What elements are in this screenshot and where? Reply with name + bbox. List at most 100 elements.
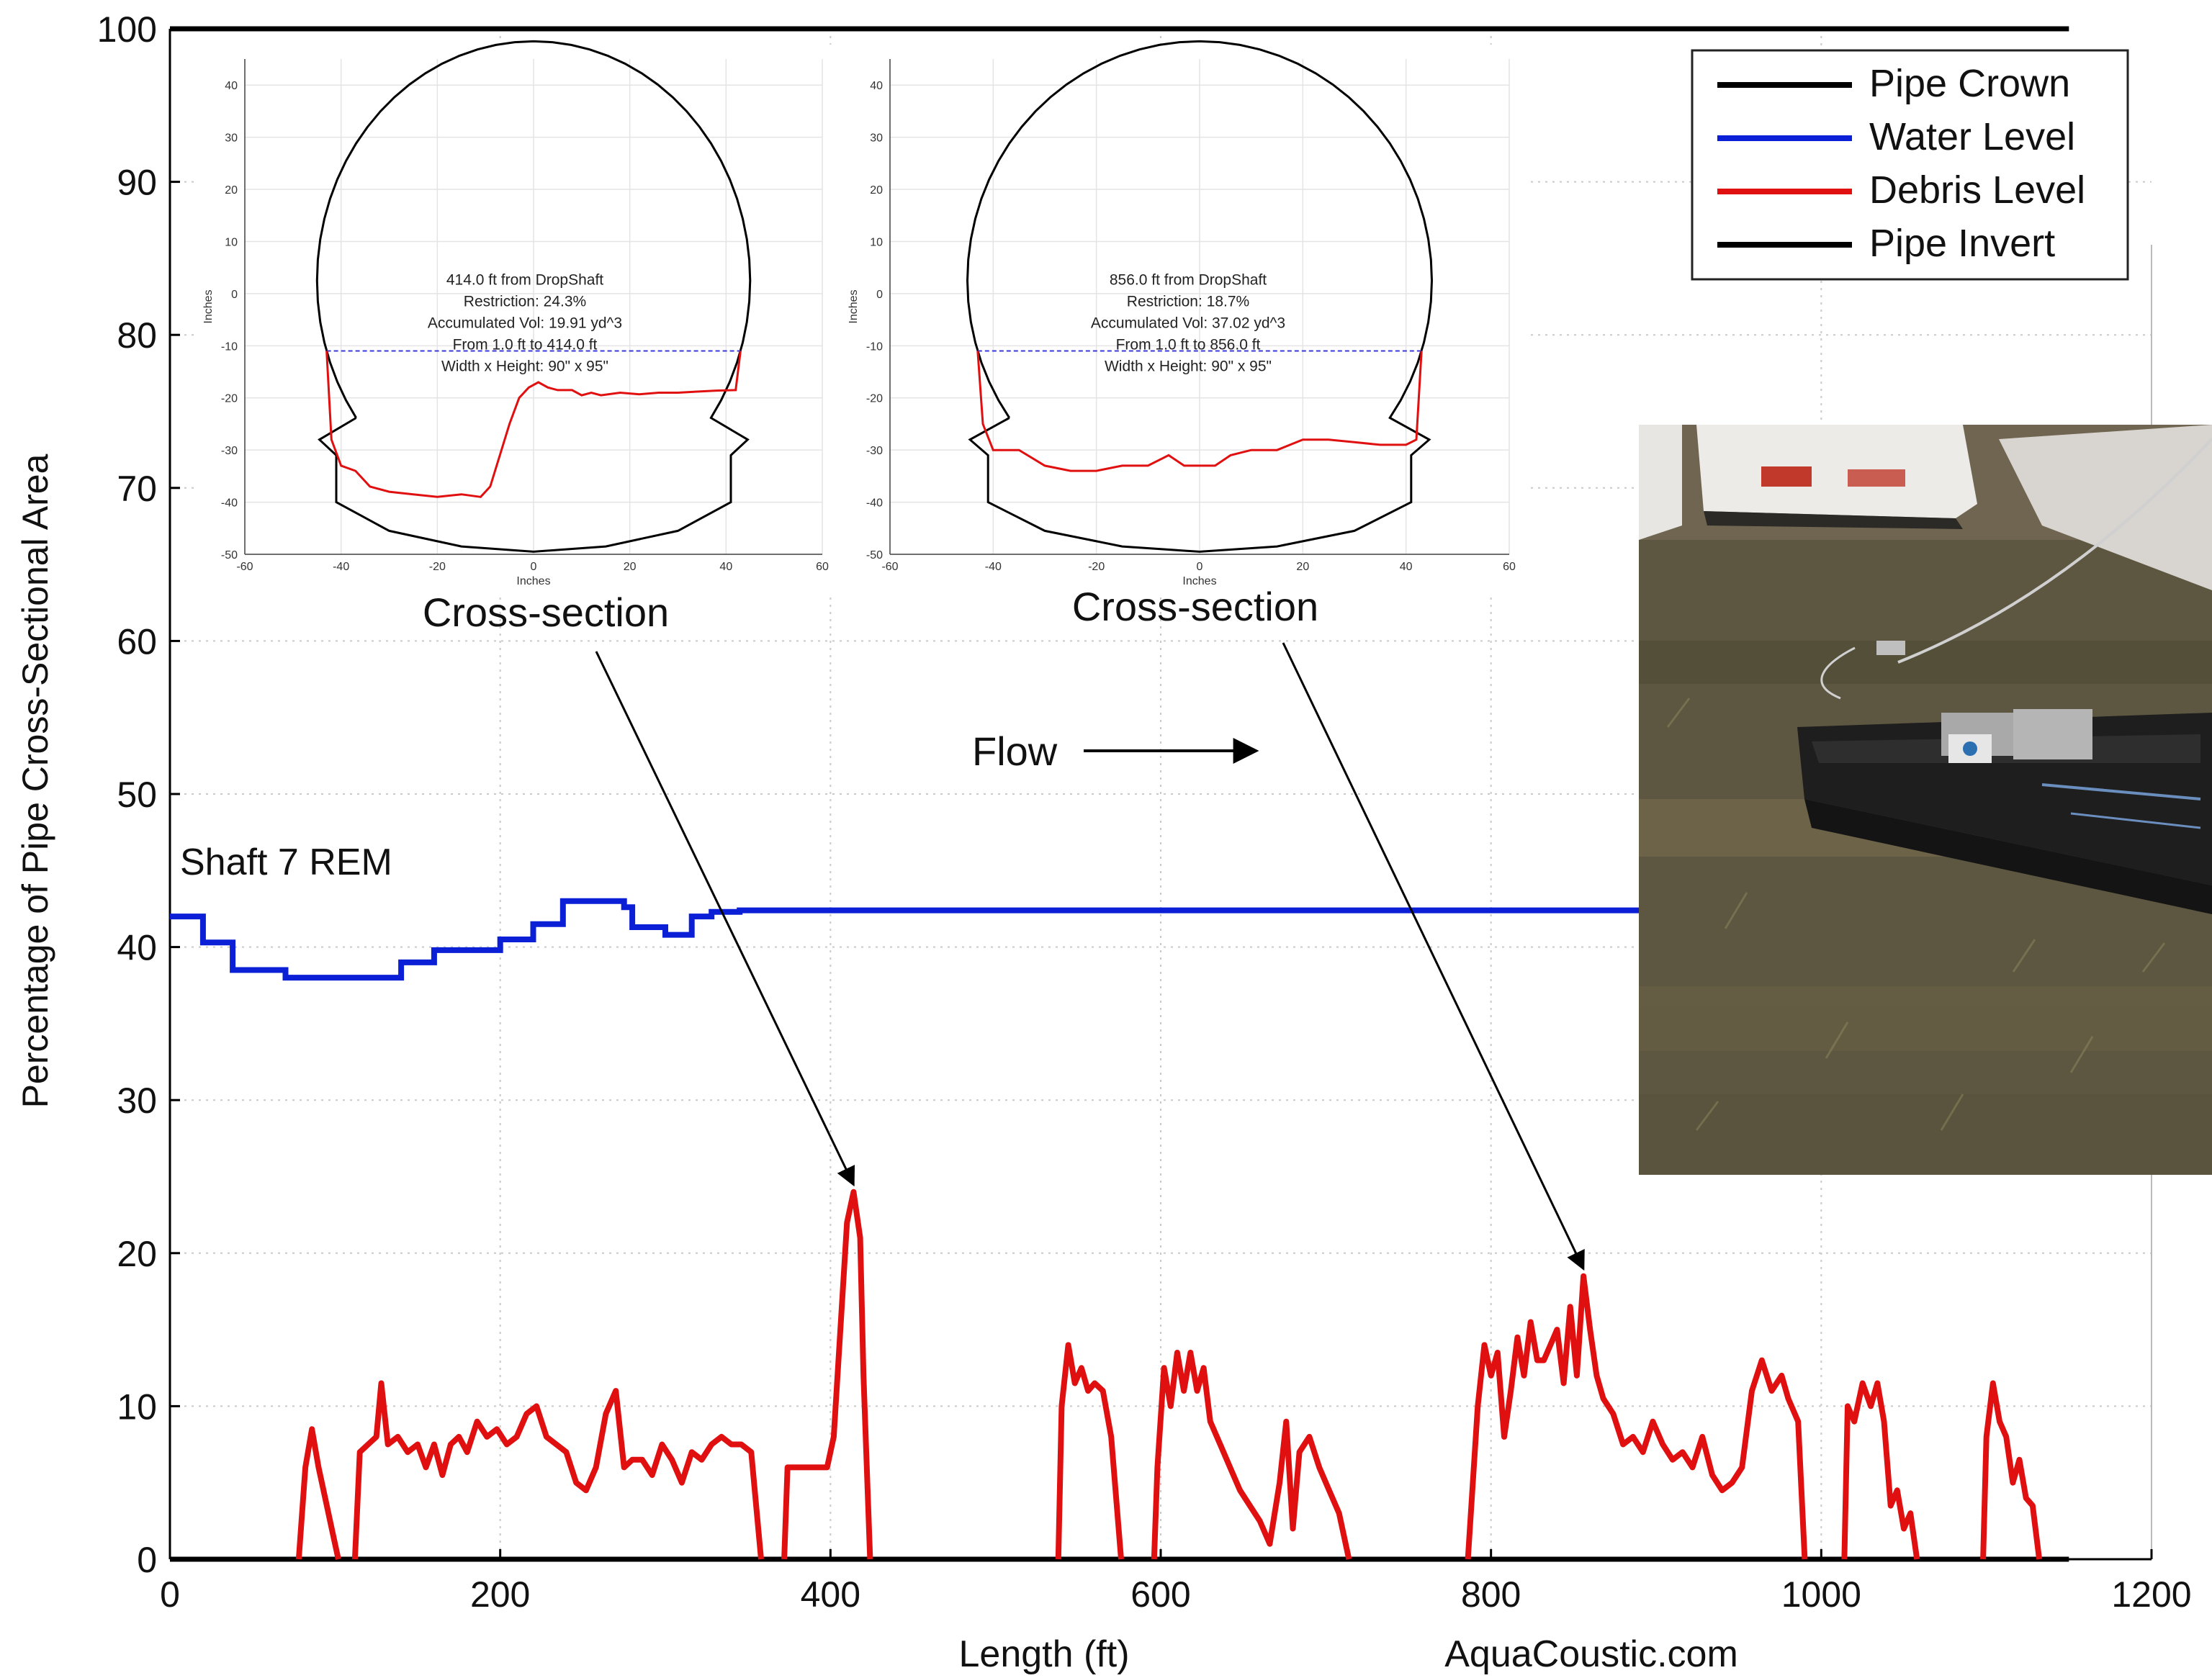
inset-debris-line xyxy=(325,351,742,498)
inset-pipe-outline xyxy=(966,40,1434,553)
y-axis-ticks: 0 10 20 30 40 50 60 70 80 90 100 xyxy=(97,9,180,1580)
inset-y-tick-label: -20 xyxy=(866,393,883,405)
inset-info-line: Accumulated Vol: 19.91 yd^3 xyxy=(428,315,622,332)
inset-y-tick-label: -30 xyxy=(221,445,238,457)
inset-info-line: 856.0 ft from DropShaft xyxy=(1110,272,1267,289)
sensor-rig-photo xyxy=(1639,425,2212,1175)
series-line-water-level xyxy=(170,898,2069,981)
cross-section-callout-label-2: Cross-section xyxy=(1072,584,1318,629)
y-tick-label: 10 xyxy=(117,1386,157,1427)
inset-x-tick-label: 40 xyxy=(719,561,732,573)
inset-info-line: From 1.0 ft to 414.0 ft xyxy=(453,337,598,353)
inset-info-line: Restriction: 18.7% xyxy=(1127,294,1249,310)
cross-section-inset-1: -50 -40 -30 -20 -10 0 10 20 30 40 -60 -40 -20 0 20 40 60… xyxy=(194,40,844,597)
legend: Pipe Crown Water Level Debris Level Pipe… xyxy=(1691,49,2129,281)
y-tick-label: 100 xyxy=(97,9,157,50)
y-tick-label: 50 xyxy=(117,775,157,815)
inset-info-line: Accumulated Vol: 37.02 yd^3 xyxy=(1091,315,1285,332)
cross-section-inset-2: -50 -40 -30 -20 -10 0 10 20 30 40 -60 -40 -20 0 20 40 60… xyxy=(840,40,1531,597)
y-tick-label: 20 xyxy=(117,1234,157,1274)
series-line-debris-level-8 xyxy=(1980,1380,2043,1560)
inset-y-tick-label: 10 xyxy=(870,236,883,248)
x-tick-label: 1000 xyxy=(1781,1574,1861,1615)
inset-y-tick-label: 20 xyxy=(870,184,883,197)
series-line-debris-level-3 xyxy=(781,1188,873,1560)
inset-y-tick-label: -40 xyxy=(866,497,883,510)
y-tick-label: 70 xyxy=(117,469,157,509)
y-tick-label: 30 xyxy=(117,1081,157,1121)
series-line-debris-level-6 xyxy=(1465,1273,1808,1560)
inset-y-tick-label: 10 xyxy=(225,236,238,248)
inset-pipe-outline xyxy=(315,40,752,553)
series-line-debris-level-5 xyxy=(1151,1350,1352,1560)
inset-x-tick-label: -40 xyxy=(333,561,349,573)
y-tick-label: 90 xyxy=(117,163,157,203)
series-layer xyxy=(170,26,2069,1562)
inset-y-tick-label: 40 xyxy=(870,80,883,92)
series-line-debris-level-7 xyxy=(1841,1380,1920,1560)
x-tick-label: 600 xyxy=(1130,1574,1190,1615)
inset-x-tick-label: -60 xyxy=(881,561,898,573)
inset-x-tick-label: 40 xyxy=(1400,561,1413,573)
inset-y-tick-label: -50 xyxy=(866,549,883,561)
inset-x-tick-label: 60 xyxy=(816,561,829,573)
callout-arrows xyxy=(595,642,1585,1271)
series-line-debris-level-2 xyxy=(351,1380,764,1560)
inset-x-tick-label: 60 xyxy=(1503,561,1516,573)
inset-y-tick-label: 40 xyxy=(225,80,238,92)
x-axis-title: Length (ft) xyxy=(958,1633,1129,1675)
y-tick-label: 40 xyxy=(117,928,157,968)
x-tick-label: 1200 xyxy=(2111,1574,2191,1615)
shaft-label: Shaft 7 REM xyxy=(180,842,392,883)
inset-y-tick-label: -10 xyxy=(221,340,238,353)
inset-x-axis-title: Inches xyxy=(516,575,550,587)
inset-x-tick-label: -40 xyxy=(985,561,1002,573)
y-tick-label: 60 xyxy=(117,621,157,662)
inset-x-tick-label: -20 xyxy=(1088,561,1105,573)
inset-info-line: Width x Height: 90" x 95" xyxy=(441,358,608,375)
inset-y-axis-title: Inches xyxy=(848,289,860,323)
inset-y-tick-label: -50 xyxy=(221,549,238,561)
inset-y-tick-label: -40 xyxy=(221,497,238,510)
inset-x-tick-label: -20 xyxy=(429,561,446,573)
inset-y-tick-label: -30 xyxy=(866,445,883,457)
x-tick-label: 400 xyxy=(801,1574,860,1615)
inset-y-tick-label: -20 xyxy=(221,393,238,405)
series-line-debris-level-4 xyxy=(1055,1342,1124,1560)
legend-label-water-level: Water Level xyxy=(1869,115,2075,158)
inset-y-tick-label: 30 xyxy=(225,132,238,145)
inset-x-axis-title: Inches xyxy=(1182,575,1216,587)
inset-y-tick-label: 0 xyxy=(876,289,883,301)
legend-label-pipe-invert: Pipe Invert xyxy=(1869,222,2055,265)
inset-x-tick-label: 0 xyxy=(531,561,537,573)
inset-y-tick-label: 0 xyxy=(231,289,238,301)
inset-y-axis-title: Inches xyxy=(202,289,215,323)
series-line-debris-level-1 xyxy=(295,1426,341,1560)
inset-x-tick-label: 20 xyxy=(1296,561,1309,573)
watermark-label: AquaCoustic.com xyxy=(1444,1633,1738,1675)
inset-y-tick-label: 30 xyxy=(870,132,883,145)
callout-arrow-2 xyxy=(1282,642,1585,1271)
x-tick-label: 0 xyxy=(160,1574,180,1615)
inset-y-tick-label: 20 xyxy=(225,184,238,197)
y-tick-label: 80 xyxy=(117,315,157,356)
inset-y-tick-label: -10 xyxy=(866,340,883,353)
inset-info-line: 414.0 ft from DropShaft xyxy=(446,272,603,289)
inset-info-line: Restriction: 24.3% xyxy=(464,294,586,310)
flow-label: Flow xyxy=(972,729,1058,774)
y-axis-title: Percentage of Pipe Cross-Sectional Area xyxy=(15,454,55,1108)
x-tick-label: 800 xyxy=(1461,1574,1521,1615)
legend-label-debris-level: Debris Level xyxy=(1869,168,2085,212)
y-tick-label: 0 xyxy=(137,1540,157,1580)
legend-box xyxy=(1691,49,2129,281)
inset-info-line: Width x Height: 90" x 95" xyxy=(1105,358,1272,375)
callout-arrow-1 xyxy=(595,651,855,1187)
x-tick-label: 200 xyxy=(470,1574,530,1615)
inset-debris-line xyxy=(976,351,1423,472)
inset-x-tick-label: 0 xyxy=(1197,561,1203,573)
inset-x-tick-label: 20 xyxy=(624,561,637,573)
legend-label-pipe-crown: Pipe Crown xyxy=(1869,62,2070,105)
x-axis-ticks: 0 200 400 600 800 1000 1200 xyxy=(160,1549,2192,1615)
cross-section-callout-label-1: Cross-section xyxy=(423,590,669,635)
